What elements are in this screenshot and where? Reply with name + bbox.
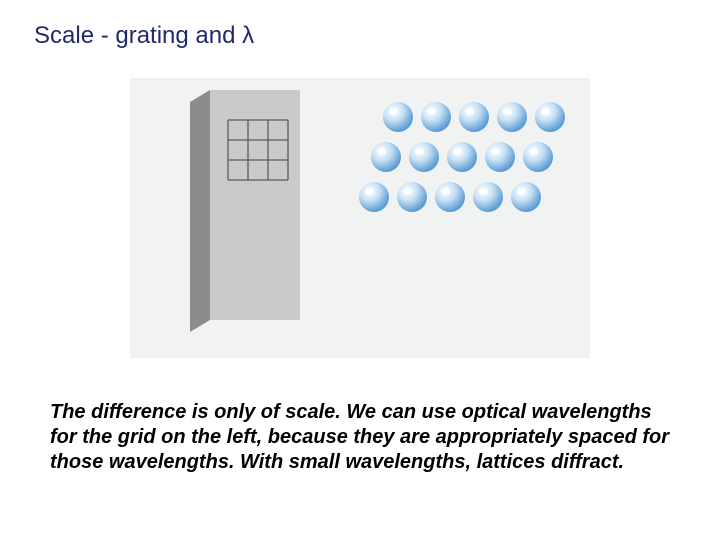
grating-plate xyxy=(190,90,320,345)
atom-sphere xyxy=(447,142,477,172)
figure-panel xyxy=(130,78,590,358)
caption-text: The difference is only of scale. We can … xyxy=(50,400,670,475)
atom-sphere xyxy=(459,102,489,132)
atom-sphere xyxy=(371,142,401,172)
atom-sphere xyxy=(421,102,451,132)
atom-sphere xyxy=(383,102,413,132)
atom-sphere xyxy=(485,142,515,172)
atom-sphere xyxy=(397,182,427,212)
atom-sphere xyxy=(523,142,553,172)
atom-sphere xyxy=(359,182,389,212)
atom-sphere xyxy=(409,142,439,172)
atom-sphere xyxy=(497,102,527,132)
atom-sphere xyxy=(435,182,465,212)
atom-sphere xyxy=(473,182,503,212)
atom-sphere xyxy=(511,182,541,212)
atom-sphere xyxy=(535,102,565,132)
atom-lattice xyxy=(355,98,595,263)
slide-title: Scale - grating and λ xyxy=(34,22,254,50)
